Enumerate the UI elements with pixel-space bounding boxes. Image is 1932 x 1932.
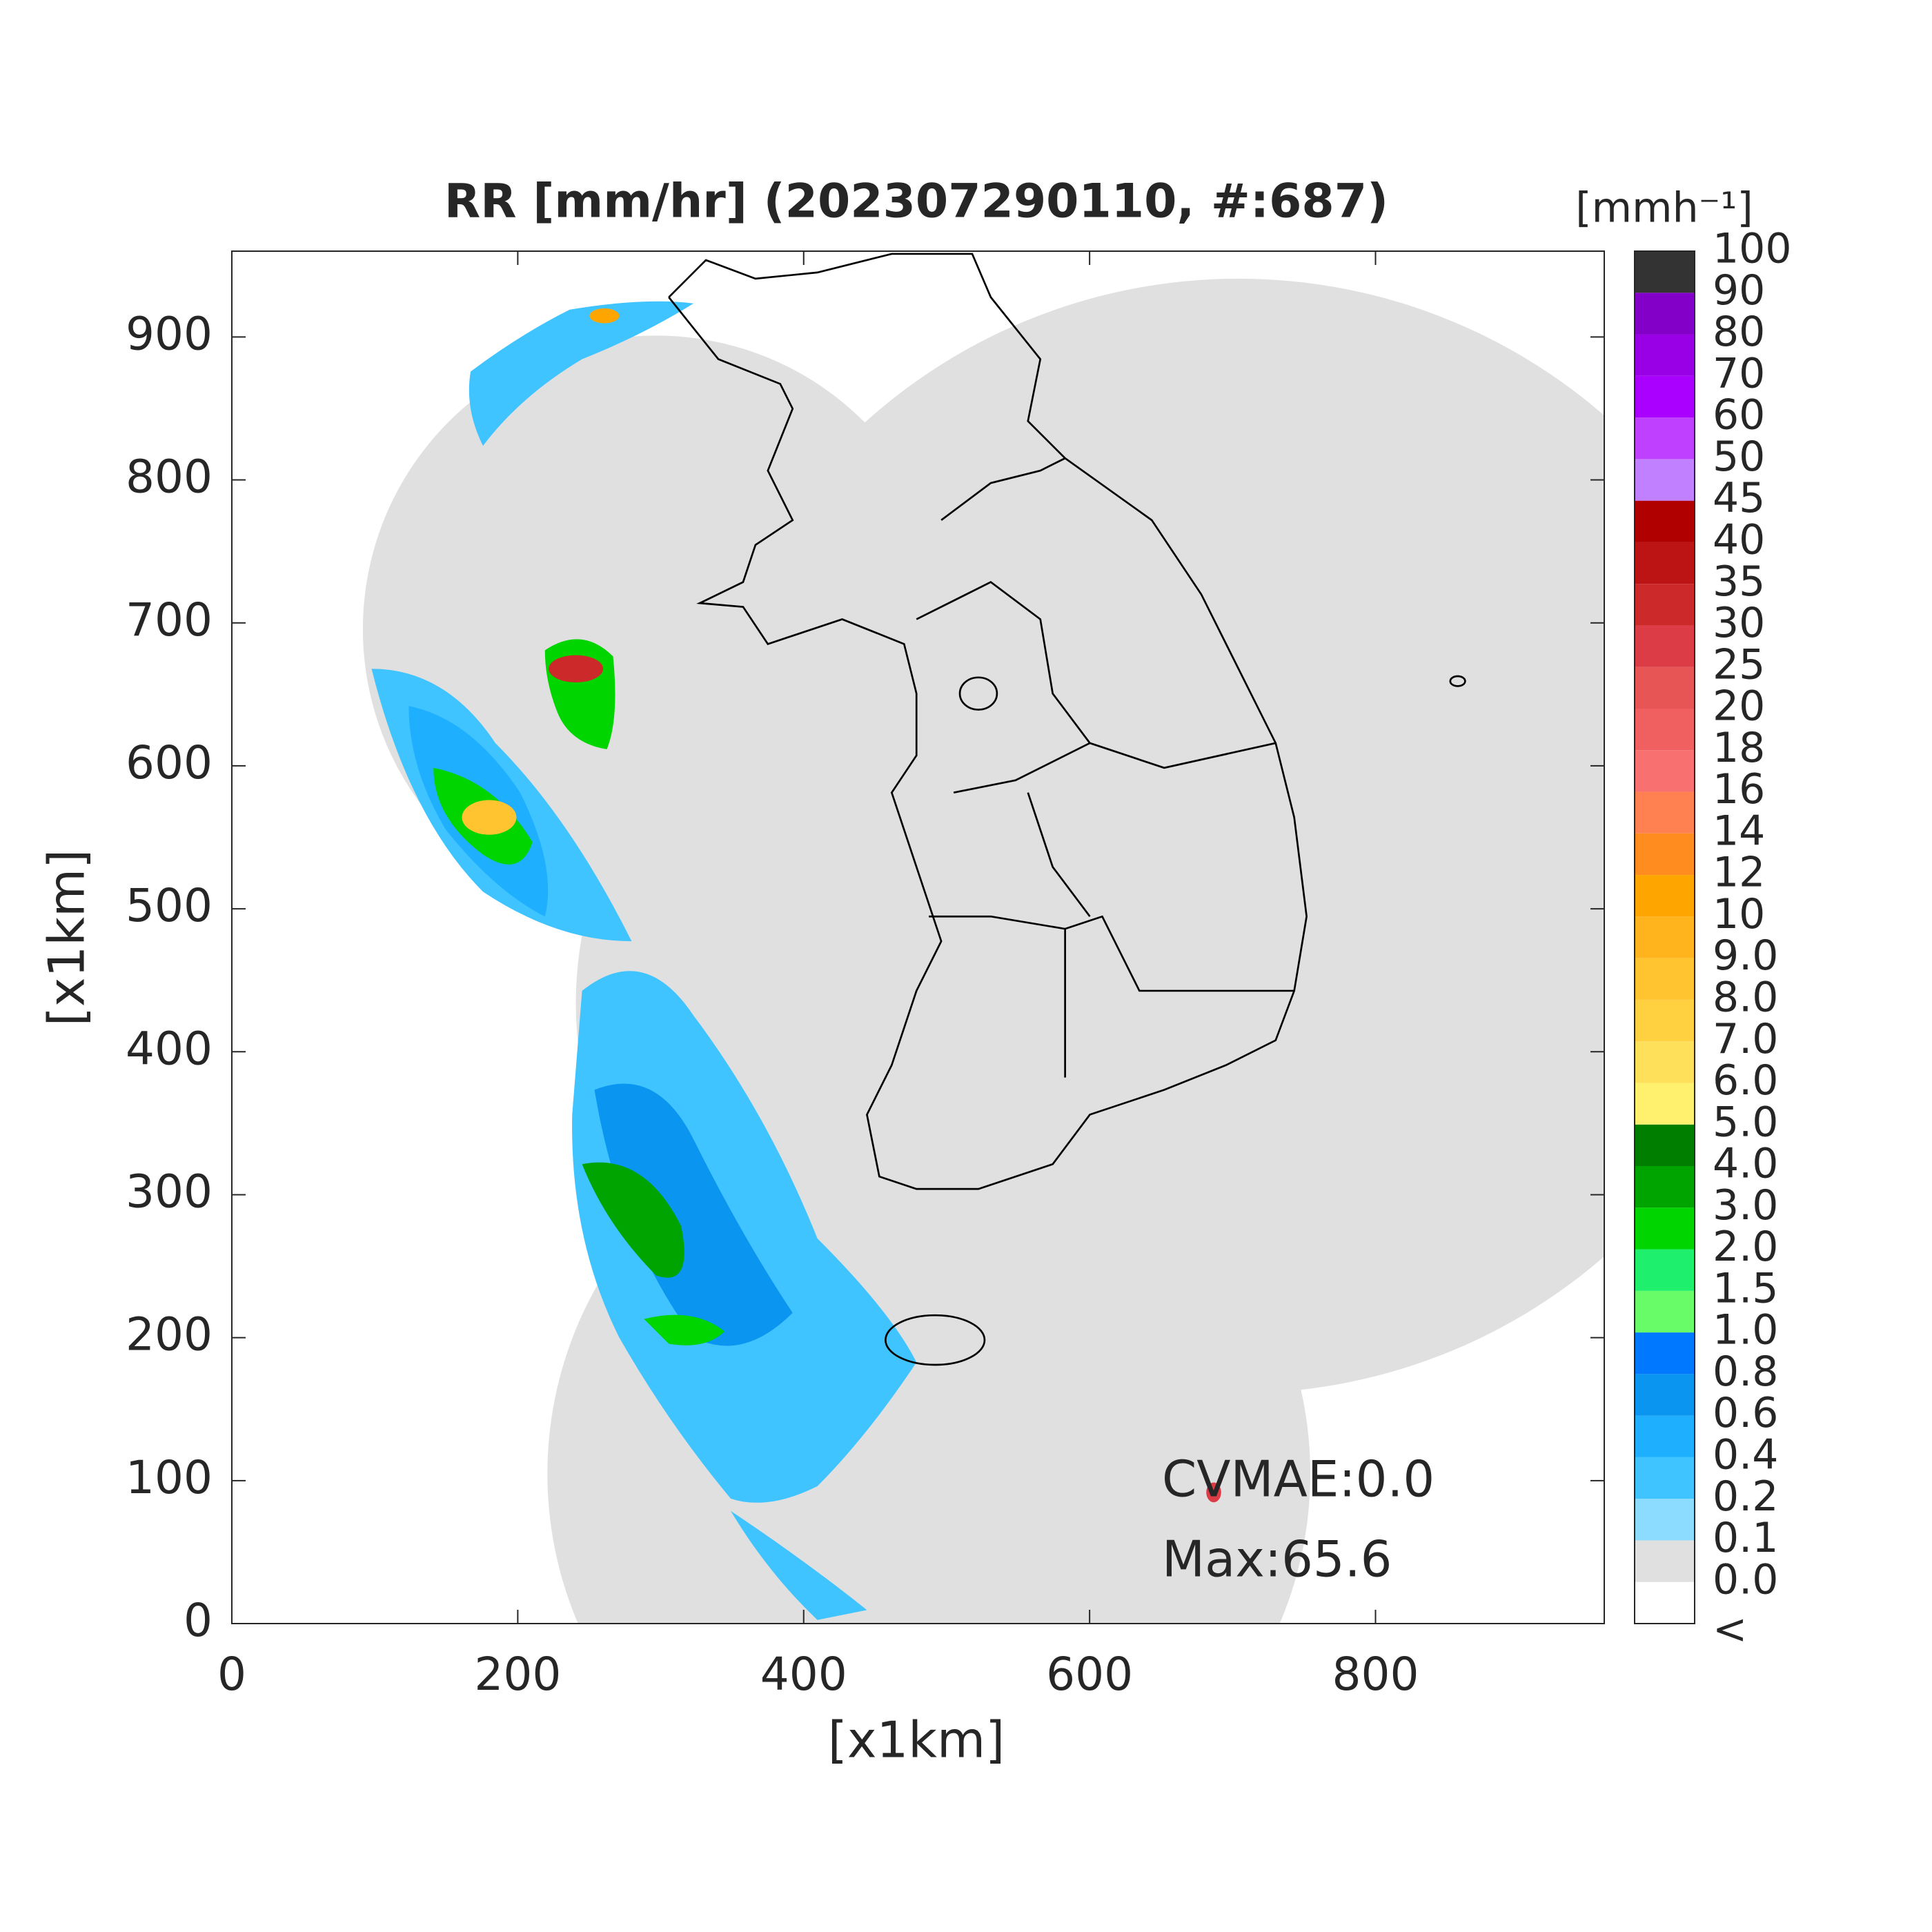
colorbar-label: 2.0 bbox=[1713, 1223, 1778, 1271]
colorbar-segment bbox=[1635, 1332, 1695, 1374]
x-tick-label: 600 bbox=[1046, 1648, 1133, 1701]
colorbar-segment bbox=[1635, 542, 1695, 584]
colorbar-label: 5.0 bbox=[1713, 1098, 1778, 1146]
colorbar-label: 25 bbox=[1713, 640, 1765, 689]
x-tick-label: 800 bbox=[1332, 1648, 1419, 1701]
colorbar-label: < bbox=[1713, 1606, 1747, 1654]
precipitation bbox=[371, 301, 1221, 1620]
colorbar-segment bbox=[1635, 459, 1695, 501]
colorbar-segment bbox=[1635, 875, 1695, 917]
colorbar-label: 60 bbox=[1713, 391, 1765, 440]
colorbar-label: 1.5 bbox=[1713, 1264, 1778, 1312]
colorbar-segment bbox=[1635, 1540, 1695, 1582]
y-tick-label: 800 bbox=[126, 451, 213, 504]
y-tick-label: 600 bbox=[126, 736, 213, 789]
y-tick-label: 300 bbox=[126, 1165, 213, 1219]
y-tick-label: 100 bbox=[126, 1451, 213, 1504]
colorbar-segment bbox=[1635, 1208, 1695, 1250]
colorbar-label: 0.2 bbox=[1713, 1472, 1778, 1521]
x-tick-label: 400 bbox=[760, 1648, 847, 1701]
colorbar-segment bbox=[1635, 709, 1695, 751]
colorbar-segment bbox=[1635, 417, 1695, 460]
y-tick-label: 700 bbox=[126, 593, 213, 647]
colorbar-label: 10 bbox=[1713, 890, 1765, 938]
colorbar-label: 0.1 bbox=[1713, 1514, 1778, 1562]
annotation: CVMAE:0.0 bbox=[1162, 1450, 1435, 1508]
y-tick-label: 0 bbox=[184, 1594, 213, 1647]
colorbar-segment bbox=[1635, 293, 1695, 335]
colorbar-label: 80 bbox=[1713, 308, 1765, 356]
colorbar-label: 7.0 bbox=[1713, 1015, 1778, 1063]
colorbar-label: 45 bbox=[1713, 474, 1765, 522]
annotation: Max:65.6 bbox=[1162, 1530, 1392, 1588]
coastline bbox=[668, 253, 1466, 1366]
colorbar-label: 0.0 bbox=[1713, 1555, 1778, 1604]
colorbar-label: 18 bbox=[1713, 724, 1765, 772]
colorbar-label: 1.0 bbox=[1713, 1306, 1778, 1354]
colorbar-segment bbox=[1635, 500, 1695, 542]
colorbar-segment bbox=[1635, 916, 1695, 958]
colorbar-segment bbox=[1635, 625, 1695, 667]
axes-box bbox=[231, 250, 1605, 1624]
colorbar-segment bbox=[1635, 1083, 1695, 1125]
colorbar-segment bbox=[1635, 1041, 1695, 1083]
colorbar-label: 100 bbox=[1713, 225, 1792, 273]
y-tick-label: 200 bbox=[126, 1308, 213, 1361]
colorbar-segment bbox=[1635, 667, 1695, 709]
colorbar-segment bbox=[1635, 999, 1695, 1042]
colorbar-segment bbox=[1635, 584, 1695, 626]
colorbar-label: 30 bbox=[1713, 599, 1765, 647]
colorbar-label: 20 bbox=[1713, 682, 1765, 731]
colorbar-segment bbox=[1635, 1415, 1695, 1457]
colorbar-label: 6.0 bbox=[1713, 1056, 1778, 1105]
colorbar-segment bbox=[1635, 1499, 1695, 1541]
x-tick-label: 200 bbox=[474, 1648, 561, 1701]
colorbar-label: 12 bbox=[1713, 849, 1765, 897]
y-tick-label: 400 bbox=[126, 1022, 213, 1075]
colorbar-segment bbox=[1635, 375, 1695, 418]
colorbar-label: 70 bbox=[1713, 349, 1765, 397]
colorbar-segment bbox=[1635, 1290, 1695, 1333]
x-tick-label: 0 bbox=[217, 1648, 246, 1701]
colorbar-segment bbox=[1635, 750, 1695, 792]
colorbar-label: 9.0 bbox=[1713, 931, 1778, 980]
y-tick-label: 900 bbox=[126, 307, 213, 360]
colorbar-segment bbox=[1635, 1124, 1695, 1166]
colorbar-segment bbox=[1635, 958, 1695, 1000]
colorbar-label: 8.0 bbox=[1713, 974, 1778, 1022]
colorbar-segment bbox=[1635, 1457, 1695, 1499]
chart-title: RR [mm/hr] (202307290110, #:687) bbox=[444, 175, 1388, 229]
colorbar-segment bbox=[1635, 833, 1695, 876]
y-tick-label: 500 bbox=[126, 879, 213, 932]
colorbar-title: [mmh⁻¹] bbox=[1575, 184, 1753, 233]
colorbar-label: 4.0 bbox=[1713, 1140, 1778, 1188]
colorbar-label: 3.0 bbox=[1713, 1181, 1778, 1230]
colorbar-label: 0.4 bbox=[1713, 1431, 1778, 1479]
colorbar-label: 50 bbox=[1713, 433, 1765, 481]
colorbar-frame bbox=[1634, 250, 1695, 1624]
colorbar-segment bbox=[1635, 1374, 1695, 1416]
x-axis-label: [x1km] bbox=[828, 1711, 1005, 1769]
y-axis-label: [x1km] bbox=[38, 849, 96, 1026]
colorbar-label: 16 bbox=[1713, 765, 1765, 814]
colorbar-segment bbox=[1635, 251, 1695, 293]
colorbar-label: 35 bbox=[1713, 558, 1765, 606]
colorbar-label: 90 bbox=[1713, 266, 1765, 315]
colorbar-segment bbox=[1635, 1166, 1695, 1208]
radar-map bbox=[362, 253, 1604, 1624]
colorbar-label: 0.8 bbox=[1713, 1348, 1778, 1396]
colorbar-label: 0.6 bbox=[1713, 1389, 1778, 1437]
colorbar-segment bbox=[1635, 1249, 1695, 1291]
colorbar-label: 40 bbox=[1713, 516, 1765, 564]
colorbar-segment bbox=[1635, 791, 1695, 834]
colorbar-label: 14 bbox=[1713, 807, 1765, 855]
colorbar-segment bbox=[1635, 1581, 1695, 1624]
colorbar-segment bbox=[1635, 334, 1695, 376]
